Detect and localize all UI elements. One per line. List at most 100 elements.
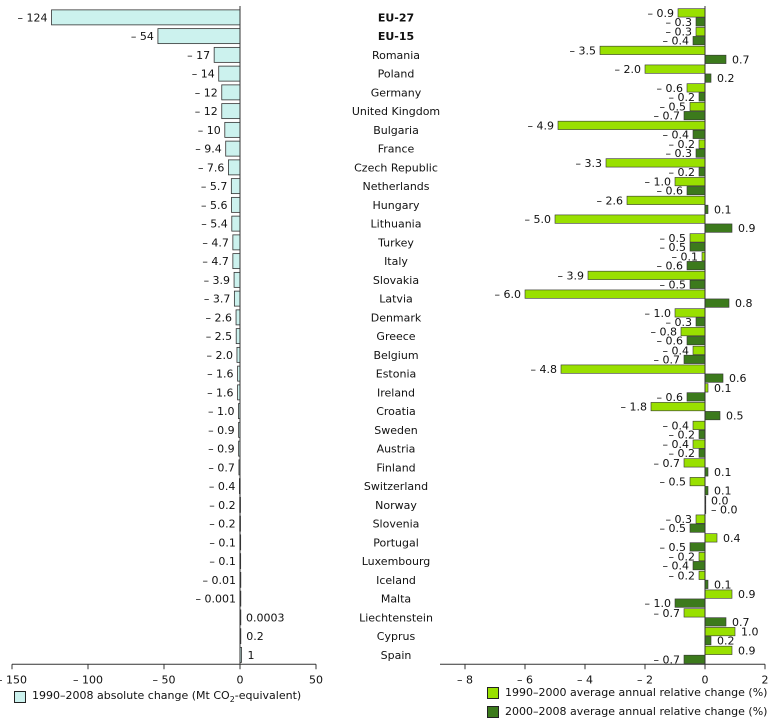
label-absolute-turkey: – 4.7 xyxy=(202,236,229,249)
right-x-tick-label: 0 xyxy=(702,673,709,686)
category-label-estonia: Estonia xyxy=(376,368,417,381)
bar-absolute-lithuania xyxy=(231,215,241,232)
legend-swatch-2000-2008 xyxy=(487,705,499,718)
label-1990-2000-belgium: – 0.4 xyxy=(663,344,690,357)
label-absolute-eu-27: – 124 xyxy=(18,11,48,24)
bar-2000-2008-lithuania xyxy=(704,223,733,233)
label-1990-2000-slovenia: – 0.3 xyxy=(666,513,693,526)
bar-absolute-eu-15 xyxy=(157,28,241,45)
left-x-tick-label: 50 xyxy=(309,673,323,686)
label-absolute-finland: – 0.7 xyxy=(208,461,235,474)
label-absolute-portugal: – 0.1 xyxy=(209,536,236,549)
legend-left: 1990–2008 absolute change (Mt CO2-equiva… xyxy=(14,689,301,704)
bar-absolute-france xyxy=(225,140,241,157)
label-1990-2000-lithuania: – 5.0 xyxy=(525,213,552,226)
bar-absolute-germany xyxy=(221,84,241,101)
label-1990-2000-hungary: – 2.6 xyxy=(597,194,624,207)
label-1990-2000-portugal: 0.4 xyxy=(723,532,741,545)
label-absolute-germany: – 12 xyxy=(195,86,218,99)
bar-2000-2008-czech-republic xyxy=(698,167,706,177)
category-label-greece: Greece xyxy=(376,330,415,343)
bar-absolute-bulgaria xyxy=(224,121,241,138)
label-absolute-malta: – 0.001 xyxy=(195,593,236,606)
category-label-norway: Norway xyxy=(375,499,417,512)
bar-2000-2008-france xyxy=(695,148,706,158)
category-label-switzerland: Switzerland xyxy=(364,480,428,493)
label-1990-2000-sweden: – 0.4 xyxy=(663,419,690,432)
label-absolute-slovenia: – 0.2 xyxy=(209,518,236,531)
right-x-tick-label: – 4 xyxy=(577,673,593,686)
label-absolute-austria: – 0.9 xyxy=(208,443,235,456)
label-2000-2008-italy: – 0.6 xyxy=(657,260,684,273)
label-1990-2000-greece: – 0.8 xyxy=(651,326,678,339)
label-2000-2008-greece: – 0.6 xyxy=(657,335,684,348)
label-2000-2008-eu-27: – 0.3 xyxy=(666,16,693,29)
category-label-austria: Austria xyxy=(377,443,416,456)
category-label-hungary: Hungary xyxy=(373,199,420,212)
legend-right-1990-2000: 1990–2000 average annual relative change… xyxy=(487,686,767,699)
label-absolute-belgium: – 2.0 xyxy=(206,349,233,362)
bar-2000-2008-greece xyxy=(686,336,706,346)
label-1990-2000-netherlands: – 1.0 xyxy=(645,176,672,189)
label-1990-2000-france: – 0.2 xyxy=(669,138,696,151)
label-1990-2000-turkey: – 0.5 xyxy=(660,232,687,245)
label-absolute-switzerland: – 0.4 xyxy=(209,480,236,493)
bar-absolute-turkey xyxy=(232,234,241,251)
bar-absolute-greece xyxy=(235,328,241,345)
category-label-portugal: Portugal xyxy=(373,536,419,549)
category-label-sweden: Sweden xyxy=(374,424,417,437)
legend-label-1990-2000: 1990–2000 average annual relative change… xyxy=(505,686,768,699)
right-x-tick-label: – 8 xyxy=(457,673,473,686)
bar-1990-2000-liechtenstein xyxy=(683,608,706,618)
label-absolute-norway: – 0.2 xyxy=(209,499,236,512)
label-2000-2008-germany: – 0.2 xyxy=(669,91,696,104)
category-label-cyprus: Cyprus xyxy=(377,630,416,643)
label-2000-2008-latvia: 0.8 xyxy=(735,297,753,310)
bar-1990-2000-romania xyxy=(599,45,706,55)
label-absolute-greece: – 2.5 xyxy=(206,330,233,343)
bar-2000-2008-latvia xyxy=(704,298,730,308)
label-2000-2008-sweden: – 0.2 xyxy=(669,428,696,441)
category-label-france: France xyxy=(378,143,415,156)
label-1990-2000-ireland: 0.1 xyxy=(714,382,732,395)
label-1990-2000-malta: 0.9 xyxy=(738,588,756,601)
label-2000-2008-netherlands: – 0.6 xyxy=(657,185,684,198)
bar-2000-2008-malta xyxy=(674,598,706,608)
bar-1990-2000-slovenia xyxy=(695,514,706,524)
bar-2000-2008-estonia xyxy=(704,373,724,383)
bar-2000-2008-slovenia xyxy=(689,523,706,533)
bar-absolute-united-kingdom xyxy=(221,103,241,120)
label-2000-2008-croatia: 0.5 xyxy=(726,410,744,423)
label-1990-2000-eu-15: – 0.3 xyxy=(666,26,693,39)
label-absolute-united-kingdom: – 12 xyxy=(195,105,218,118)
category-label-croatia: Croatia xyxy=(376,405,416,418)
bar-1990-2000-iceland xyxy=(698,570,706,580)
label-2000-2008-france: – 0.3 xyxy=(666,147,693,160)
right-x-tick-label: – 6 xyxy=(517,673,533,686)
bar-absolute-denmark xyxy=(235,309,241,326)
bar-1990-2000-estonia xyxy=(560,364,706,374)
label-1990-2000-poland: – 2.0 xyxy=(615,63,642,76)
label-1990-2000-slovakia: – 3.9 xyxy=(558,269,585,282)
label-absolute-iceland: – 0.01 xyxy=(202,574,236,587)
label-1990-2000-germany: – 0.6 xyxy=(657,82,684,95)
bar-2000-2008-liechtenstein xyxy=(704,617,727,627)
legend-label-absolute-change: 1990–2008 absolute change (Mt CO2-equiva… xyxy=(32,689,302,705)
bar-2000-2008-cyprus xyxy=(704,636,712,646)
label-1990-2000-italy: – 0.1 xyxy=(672,251,699,264)
label-absolute-ireland: – 1.6 xyxy=(207,386,234,399)
category-label-luxembourg: Luxembourg xyxy=(362,555,431,568)
label-2000-2008-iceland: 0.1 xyxy=(714,578,732,591)
legend-swatch-1990-2000 xyxy=(487,686,499,699)
label-2000-2008-finland: 0.1 xyxy=(714,466,732,479)
category-label-united-kingdom: United Kingdom xyxy=(352,105,440,118)
category-label-netherlands: Netherlands xyxy=(362,180,429,193)
label-absolute-poland: – 14 xyxy=(192,68,215,81)
label-absolute-luxembourg: – 0.1 xyxy=(209,555,236,568)
label-1990-2000-denmark: – 1.0 xyxy=(645,307,672,320)
bar-2000-2008-spain xyxy=(683,654,706,664)
category-label-finland: Finland xyxy=(376,461,415,474)
label-absolute-hungary: – 5.6 xyxy=(201,199,228,212)
bar-absolute-slovakia xyxy=(233,271,241,288)
bar-2000-2008-eu-27 xyxy=(695,17,706,27)
